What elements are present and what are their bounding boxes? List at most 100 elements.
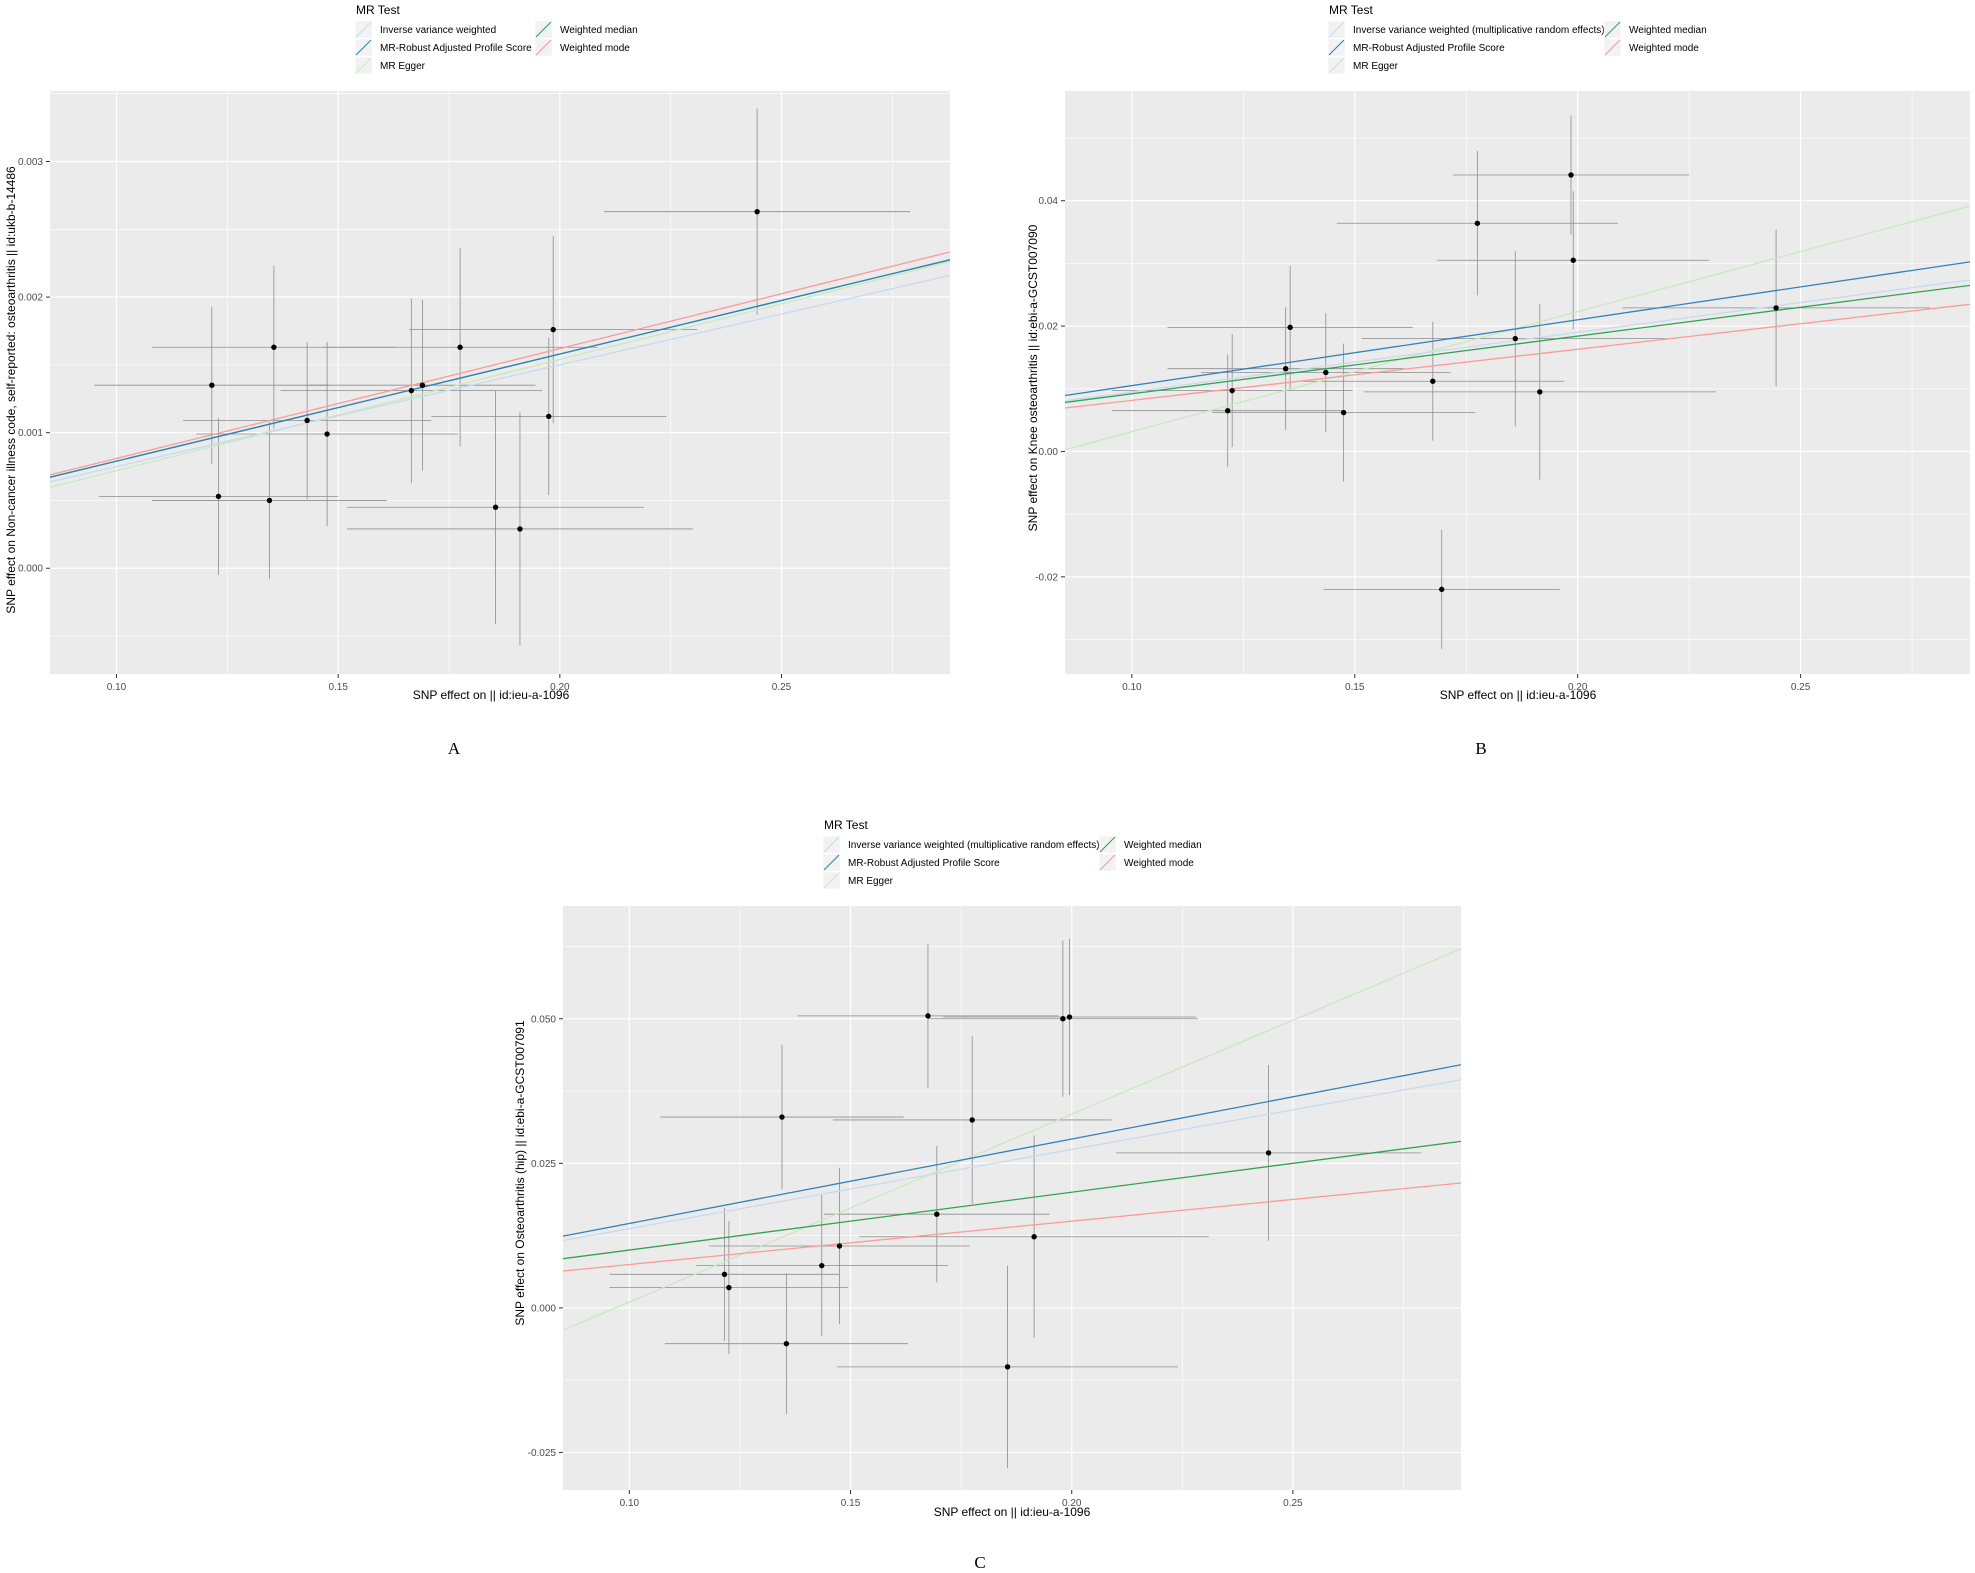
panel-background xyxy=(563,906,1461,1490)
y-axis-label-a: SNP effect on Non-cancer illness code, s… xyxy=(4,166,18,614)
data-point xyxy=(1430,378,1436,384)
panel-label-a: A xyxy=(448,739,461,758)
legend-label-mode: Weighted mode xyxy=(1124,858,1194,869)
x-tick-label: 0.25 xyxy=(1283,1498,1303,1509)
legend-label-median: Weighted median xyxy=(1124,840,1202,851)
legend-title: MR Test xyxy=(356,3,400,17)
legend-label-ivw: Inverse variance weighted (multiplicativ… xyxy=(848,840,1100,851)
regression-line-ivw xyxy=(563,1079,1461,1242)
plot-area-a: 0.10 0.15 0.20 0.25 0.000 0.001 0.002 0.003 xyxy=(18,91,950,693)
y-tick-label: 0.003 xyxy=(18,157,43,168)
legend-label-ivw: Inverse variance weighted (multiplicativ… xyxy=(1353,25,1605,36)
data-point xyxy=(726,1284,732,1291)
data-point xyxy=(779,1114,785,1120)
panel-background xyxy=(50,91,950,674)
y-tick-label: 0.025 xyxy=(531,1159,556,1170)
data-point xyxy=(1570,257,1576,263)
data-point xyxy=(1066,1014,1073,1020)
data-point xyxy=(546,413,552,420)
regression-line-rap xyxy=(563,1064,1461,1237)
data-point xyxy=(1004,1364,1011,1370)
legend-entry-rap: MR-Robust Adjusted Profile Score xyxy=(1327,38,1505,57)
x-axis-label-b: SNP effect on || id:ieu-a-1096 xyxy=(1440,688,1597,702)
data-point xyxy=(925,1013,931,1019)
data-point xyxy=(969,1117,975,1123)
legend-entry-ivw: Inverse variance weighted (multiplicativ… xyxy=(822,835,1100,854)
x-tick-label: 0.20 xyxy=(1568,682,1588,693)
data-point xyxy=(304,417,310,424)
legend-entry-egger: MR Egger xyxy=(1327,56,1399,75)
legend-label-rap: MR-Robust Adjusted Profile Score xyxy=(848,858,1000,869)
legend-label-mode: Weighted mode xyxy=(560,43,630,54)
legend-label-rap: MR-Robust Adjusted Profile Score xyxy=(380,43,532,54)
legend-title: MR Test xyxy=(1329,3,1373,17)
legend-title: MR Test xyxy=(824,818,868,832)
legend-label-mode: Weighted mode xyxy=(1629,43,1699,54)
data-point xyxy=(819,1262,825,1269)
data-point xyxy=(1225,408,1231,414)
legend-label-egger: MR Egger xyxy=(380,61,426,72)
legend-label-median: Weighted median xyxy=(560,25,638,36)
data-point xyxy=(517,526,523,532)
y-tick-label: 0.000 xyxy=(531,1303,556,1314)
x-tick-label: 0.25 xyxy=(772,682,792,693)
y-tick-label: -0.02 xyxy=(1035,572,1058,583)
y-tick-label: 0.001 xyxy=(18,428,43,439)
chart-panel-c: MR Test Inverse variance weighted (multi… xyxy=(513,818,1461,1572)
legend-swatch-rap xyxy=(355,39,372,56)
data-point xyxy=(209,382,215,388)
legend-a: MR Test Inverse variance weighted MR-Rob… xyxy=(354,3,638,75)
regression-line-mode xyxy=(50,251,950,476)
plot-area-c: 0.10 0.15 0.20 0.25 -0.025 0.000 0.025 0.050 xyxy=(528,906,1461,1509)
regression-line-rap xyxy=(50,259,950,478)
chart-panel-a: MR Test Inverse variance weighted MR-Rob… xyxy=(4,3,950,758)
legend-entry-mode: Weighted mode xyxy=(1603,38,1699,57)
panel-label-c: C xyxy=(974,1553,985,1572)
data-point xyxy=(215,493,222,500)
data-point xyxy=(266,497,273,504)
regression-line-egger xyxy=(50,260,950,488)
legend-label-median: Weighted median xyxy=(1629,25,1707,36)
x-tick-label: 0.10 xyxy=(1122,682,1142,693)
legend-entry-rap: MR-Robust Adjusted Profile Score xyxy=(354,38,532,57)
y-tick-label: 0.002 xyxy=(18,293,43,304)
y-axis-label-b: SNP effect on Knee osteoarthritis || id:… xyxy=(1026,224,1040,531)
legend-swatch-rap xyxy=(1328,39,1345,56)
regression-line-egger xyxy=(1065,205,1970,451)
legend-b: MR Test Inverse variance weighted (multi… xyxy=(1327,3,1707,75)
data-point xyxy=(550,326,556,333)
data-point xyxy=(836,1243,843,1249)
legend-entry-mode: Weighted mode xyxy=(534,38,630,57)
data-point xyxy=(1060,1016,1066,1022)
regression-line-mode xyxy=(1065,303,1970,409)
legend-label-egger: MR Egger xyxy=(1353,61,1399,72)
data-point xyxy=(721,1271,728,1278)
regression-line-rap xyxy=(1065,261,1970,397)
x-tick-label: 0.10 xyxy=(620,1498,640,1509)
legend-swatch-median xyxy=(535,21,552,38)
legend-swatch-median xyxy=(1604,21,1621,38)
x-axis-label-c: SNP effect on || id:ieu-a-1096 xyxy=(934,1505,1091,1519)
legend-entry-ivw: Inverse variance weighted (multiplicativ… xyxy=(1327,20,1605,39)
legend-swatch-egger xyxy=(355,57,372,74)
y-tick-label: -0.025 xyxy=(528,1448,557,1459)
panel-label-b: B xyxy=(1475,739,1486,758)
data-point xyxy=(1773,305,1779,311)
regression-line-ivw xyxy=(50,274,950,483)
y-tick-label: 0.02 xyxy=(1039,322,1059,333)
legend-entry-egger: MR Egger xyxy=(354,56,426,75)
plot-marks xyxy=(563,938,1461,1469)
legend-swatch-egger xyxy=(1328,57,1345,74)
x-tick-label: 0.10 xyxy=(107,682,127,693)
legend-entry-median: Weighted median xyxy=(1098,835,1202,854)
plot-marks xyxy=(1065,115,1970,649)
data-point xyxy=(1287,324,1293,331)
legend-entry-mode: Weighted mode xyxy=(1098,853,1194,872)
plot-marks xyxy=(50,108,950,646)
data-point xyxy=(324,431,330,437)
legend-label-rap: MR-Robust Adjusted Profile Score xyxy=(1353,43,1505,54)
data-point xyxy=(408,387,415,394)
legend-label-ivw: Inverse variance weighted xyxy=(380,25,496,36)
legend-swatch-ivw xyxy=(823,836,840,853)
